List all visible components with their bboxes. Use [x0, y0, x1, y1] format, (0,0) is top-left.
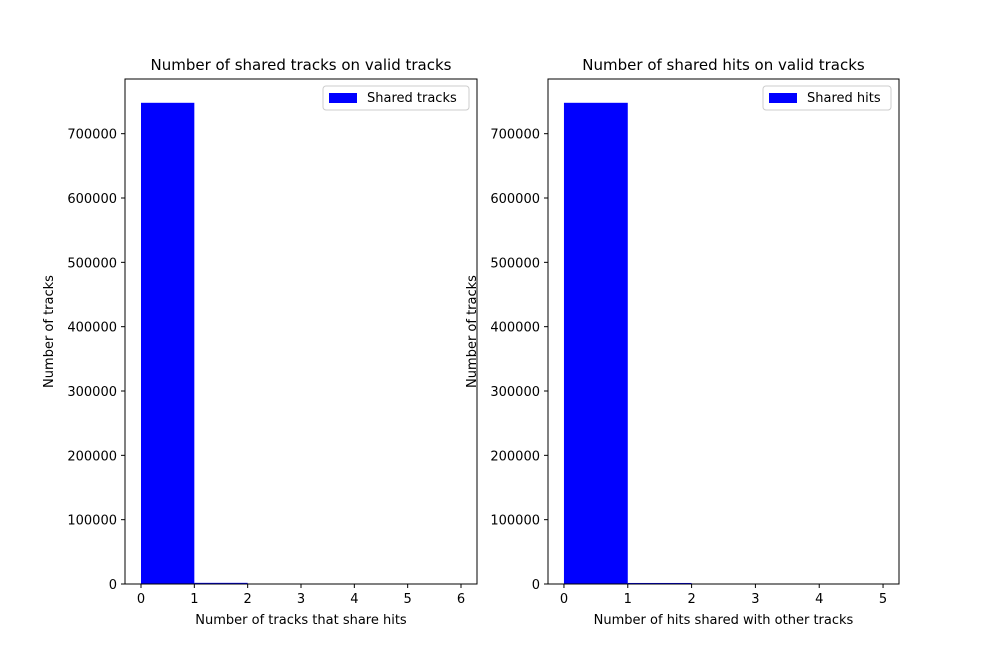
y-tick-label: 400000: [490, 321, 540, 336]
x-ticks: 0 1 2 3 4 5 6: [137, 584, 465, 607]
x-tick-label: 2: [687, 592, 695, 607]
x-tick-label: 5: [404, 592, 412, 607]
legend-swatch: [329, 93, 357, 103]
x-tick-label: 1: [624, 592, 632, 607]
y-tick-label: 100000: [67, 514, 117, 529]
x-tick-label: 1: [190, 592, 198, 607]
x-tick-label: 2: [244, 592, 252, 607]
bar: [141, 102, 195, 584]
bar: [563, 102, 628, 584]
y-tick-label: 200000: [490, 449, 540, 464]
x-axis-label: Number of tracks that share hits: [195, 613, 407, 628]
x-tick-label: 0: [560, 592, 568, 607]
y-axis-label: Number of tracks: [42, 275, 57, 388]
y-tick-label: 300000: [67, 385, 117, 400]
y-ticks: 0 100000 200000 300000 400000 500000 600000 700…: [490, 128, 548, 593]
bar: [627, 582, 692, 584]
x-tick-label: 5: [879, 592, 887, 607]
y-tick-label: 300000: [490, 385, 540, 400]
x-tick-label: 3: [751, 592, 759, 607]
x-tick-label: 3: [297, 592, 305, 607]
legend-box: [762, 85, 892, 111]
y-tick-label: 500000: [490, 256, 540, 271]
y-tick-label: 400000: [67, 321, 117, 336]
bars-group: [141, 102, 248, 584]
y-tick-label: 600000: [67, 192, 117, 207]
chart-title: Number of shared tracks on valid tracks: [150, 56, 451, 74]
legend-label: Shared hits: [807, 91, 881, 106]
y-ticks: 0 100000 200000 300000 400000 500000 600000 700…: [67, 128, 125, 593]
plot-frame: [124, 78, 478, 585]
legend-swatch: [769, 93, 797, 103]
y-tick-label: 100000: [490, 514, 540, 529]
y-tick-label: 500000: [67, 256, 117, 271]
chart-shared-hits: Number of shared hits on valid tracks Nu…: [465, 56, 900, 628]
bar: [194, 582, 248, 584]
bars-group: [563, 102, 692, 584]
y-tick-label: 700000: [67, 128, 117, 143]
y-tick-label: 200000: [67, 449, 117, 464]
y-tick-label: 700000: [490, 128, 540, 143]
plot-frame: [547, 78, 900, 585]
y-tick-label: 0: [109, 578, 117, 593]
legend-box: [322, 85, 470, 111]
x-tick-label: 0: [137, 592, 145, 607]
y-tick-label: 0: [532, 578, 540, 593]
x-axis-label: Number of hits shared with other tracks: [594, 613, 854, 628]
x-tick-label: 6: [457, 592, 465, 607]
x-ticks: 0 1 2 3 4 5: [560, 584, 887, 607]
chart-shared-tracks: Number of shared tracks on valid tracks …: [42, 56, 478, 628]
x-tick-label: 4: [815, 592, 823, 607]
legend: Shared hits: [762, 85, 892, 111]
legend-label: Shared tracks: [367, 91, 457, 106]
y-axis-label: Number of tracks: [465, 275, 480, 388]
y-tick-label: 600000: [490, 192, 540, 207]
chart-title: Number of shared hits on valid tracks: [582, 56, 865, 74]
x-tick-label: 4: [350, 592, 358, 607]
legend: Shared tracks: [322, 85, 470, 111]
